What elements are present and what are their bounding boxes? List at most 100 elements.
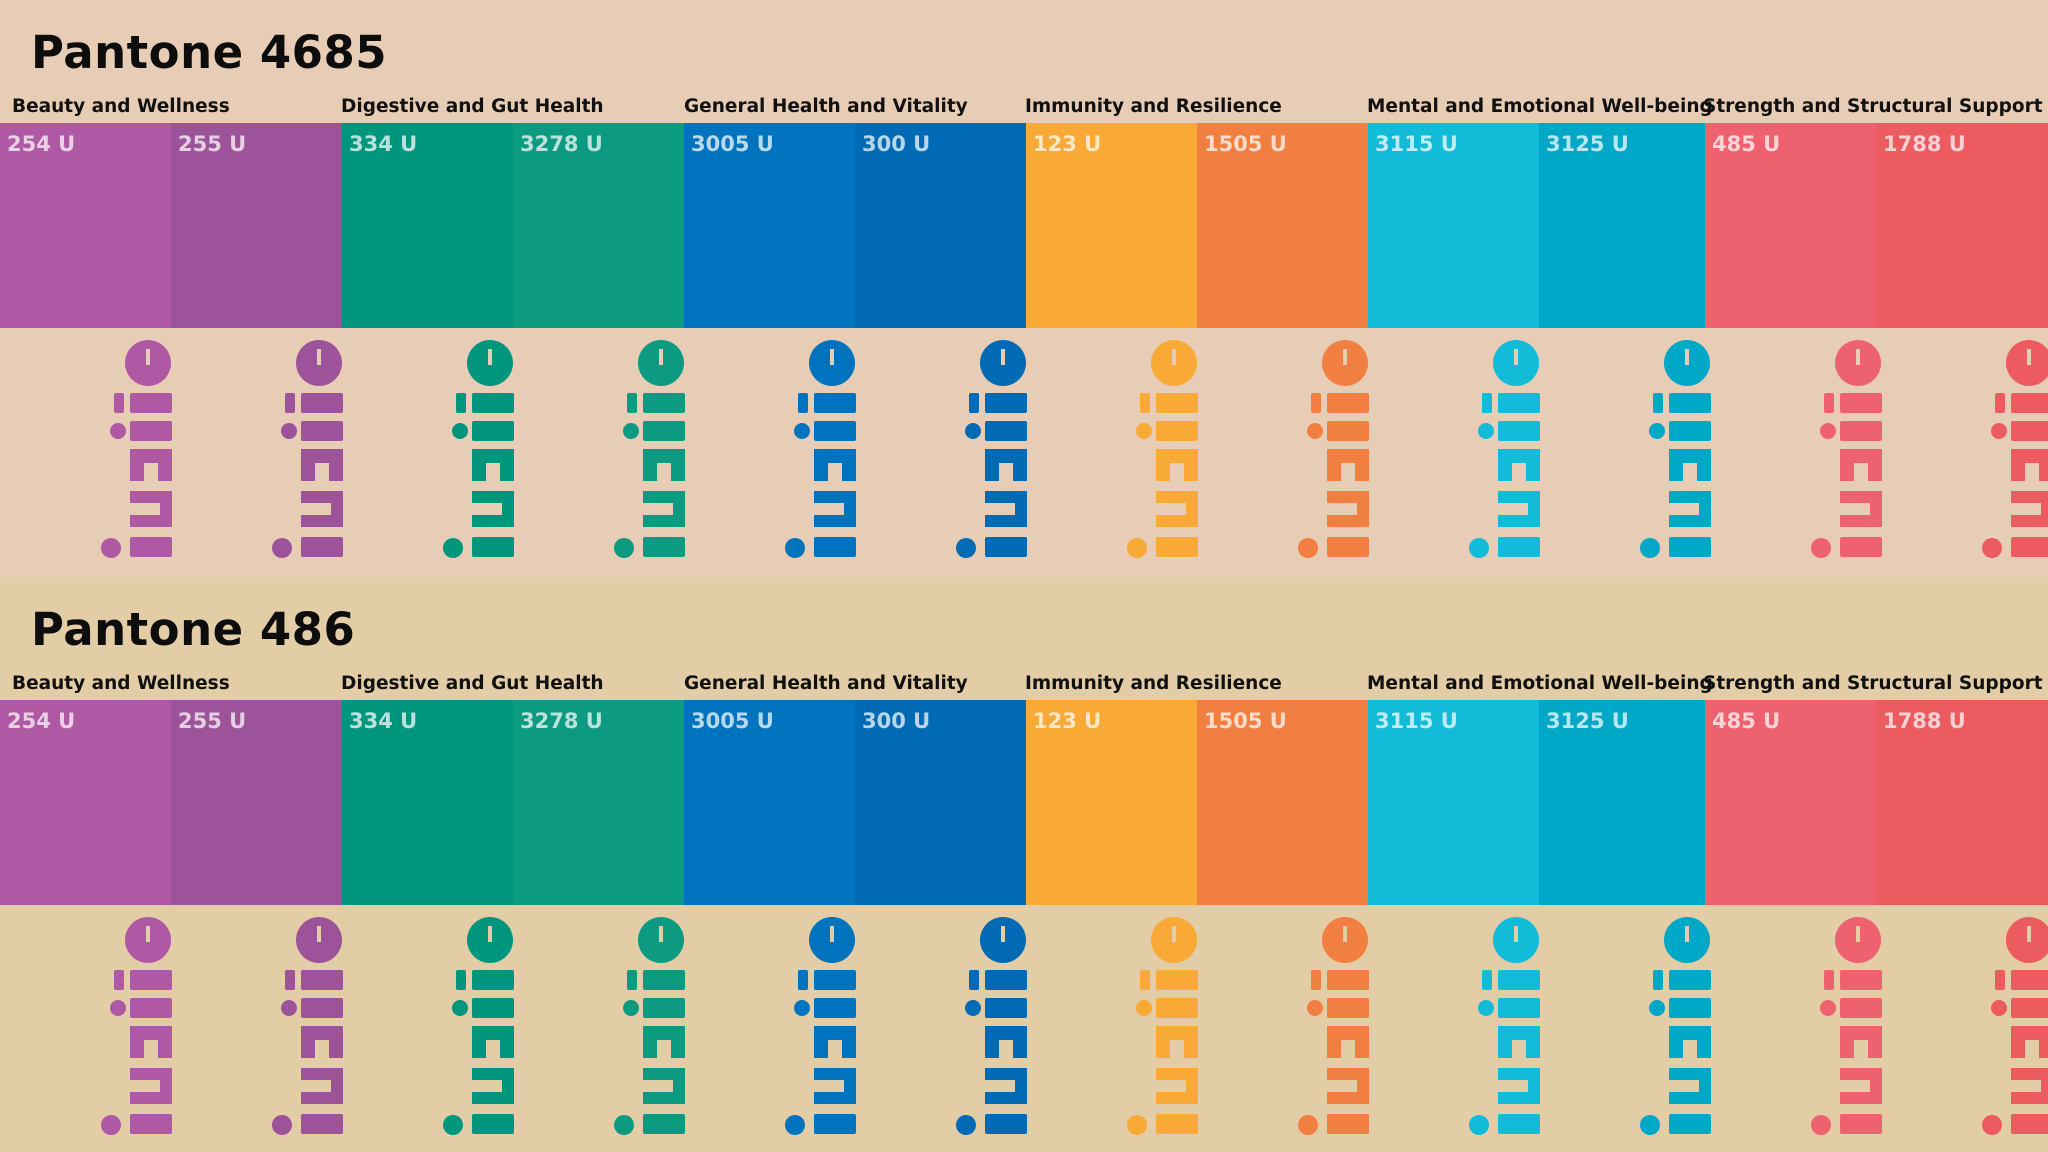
logo-letter-i-dot [101, 538, 121, 558]
logo-letter-e-counter [2027, 349, 2031, 365]
incite-wordmark-logo [614, 917, 685, 1135]
logo-letter-e-counter [1514, 349, 1518, 365]
logo-letter-t-bar [969, 970, 979, 990]
logo-letter-n [643, 491, 685, 527]
logo-letter-i2-stem [301, 998, 343, 1018]
logo-letter-t-bar [1995, 393, 2005, 413]
logo-letter-c [1498, 1026, 1540, 1058]
category-label: General Health and Vitality [684, 673, 968, 694]
logo-letter-e-counter [488, 349, 492, 365]
color-swatch: 485 U [1705, 700, 1876, 905]
logo-letter-t-stem [1327, 393, 1369, 413]
logo-letter-i-dot [1982, 1115, 2002, 1135]
logo-letter-i-stem [814, 1114, 856, 1134]
logo-letter-t-bar [627, 393, 637, 413]
category-label: Strength and Structural Support [1703, 96, 2043, 117]
logo-letter-i-dot [956, 1115, 976, 1135]
category-label: Mental and Emotional Well-being [1367, 673, 1713, 694]
logo-letter-i2-dot [281, 1000, 297, 1016]
logo-letter-e-counter [317, 926, 321, 942]
logo-letter-t-stem [2011, 393, 2048, 413]
logo-letter-i2-stem [1840, 421, 1882, 441]
pantone-code: 254 U [7, 132, 76, 156]
logo-letter-i-dot [956, 538, 976, 558]
logo-letter-e-counter [1856, 926, 1860, 942]
logo-letter-i2-stem [1840, 998, 1882, 1018]
incite-wordmark-logo [1811, 340, 1882, 558]
logo-letter-i2-stem [1156, 998, 1198, 1018]
logo-letter-i2-dot [1478, 1000, 1494, 1016]
logo-letter-c [1840, 1026, 1882, 1058]
logo-letter-t-bar [1140, 970, 1150, 990]
color-swatch: 1788 U [1876, 123, 2048, 328]
logo-letter-c [130, 449, 172, 481]
logo-letter-i-stem [1156, 537, 1198, 557]
incite-wordmark-logo [785, 340, 856, 558]
logo-letter-t-stem [1669, 970, 1711, 990]
logo-letter-i2-stem [1327, 998, 1369, 1018]
logo-letter-n [1327, 491, 1369, 527]
incite-wordmark-logo [1982, 917, 2048, 1135]
logo-letter-i2-dot [1991, 1000, 2007, 1016]
logo-letter-t-stem [130, 393, 172, 413]
logo-letter-i-dot [1640, 1115, 1660, 1135]
logo-letter-e-counter [1001, 926, 1005, 942]
incite-wordmark-logo [1127, 917, 1198, 1135]
pantone-code: 254 U [7, 709, 76, 733]
logo-letter-c [1840, 449, 1882, 481]
incite-logo [1981, 917, 2048, 1136]
color-swatch: 334 U [342, 700, 513, 905]
pantone-code: 334 U [349, 132, 418, 156]
pantone-code: 3115 U [1375, 132, 1458, 156]
logo-letter-i-stem [130, 537, 172, 557]
logo-letter-e-counter [1001, 349, 1005, 365]
logo-letter-t-stem [985, 393, 1027, 413]
incite-logo [271, 340, 346, 559]
category-label: General Health and Vitality [684, 96, 968, 117]
logo-letter-i2-stem [1669, 421, 1711, 441]
logo-letter-n [1669, 491, 1711, 527]
pantone-code: 3278 U [520, 709, 603, 733]
color-groups: Beauty and Wellness 254 U 255 U Digestive a… [0, 577, 2048, 1152]
pantone-code: 334 U [349, 709, 418, 733]
incite-logo [100, 340, 175, 559]
logo-letter-e-counter [1856, 349, 1860, 365]
color-groups: Beauty and Wellness 254 U 255 U Digestive a… [0, 96, 2048, 559]
logo-letter-i-dot [1811, 538, 1831, 558]
logo-letter-c [1156, 449, 1198, 481]
logo-letter-c [1156, 1026, 1198, 1058]
color-swatch: 1505 U [1197, 700, 1368, 905]
logo-letter-i2-dot [110, 423, 126, 439]
logo-letter-n [1327, 1068, 1369, 1104]
logo-letter-e-counter [1514, 926, 1518, 942]
logo-letter-i-dot [614, 538, 634, 558]
logo-letter-i2-dot [1136, 1000, 1152, 1016]
logo-letter-i-stem [472, 1114, 514, 1134]
pantone-code: 1505 U [1204, 132, 1287, 156]
logo-letter-n [472, 491, 514, 527]
color-swatch: 3125 U [1539, 123, 1705, 328]
logo-letter-c [2011, 1026, 2048, 1058]
logo-letter-i2-dot [965, 423, 981, 439]
logo-letter-t-stem [643, 970, 685, 990]
logo-letter-t-bar [798, 393, 808, 413]
pantone-code: 123 U [1033, 709, 1102, 733]
logo-letter-i2-stem [472, 421, 514, 441]
category-label: Digestive and Gut Health [341, 673, 604, 694]
logo-letter-t-bar [1653, 393, 1663, 413]
category-label: Beauty and Wellness [12, 673, 230, 694]
incite-logo [442, 917, 517, 1136]
logo-letter-e-counter [1343, 926, 1347, 942]
logo-letter-i-stem [643, 537, 685, 557]
logo-letter-c [301, 1026, 343, 1058]
logo-letter-t-bar [1482, 393, 1492, 413]
logo-letter-i-dot [1469, 1115, 1489, 1135]
color-swatch: 1505 U [1197, 123, 1368, 328]
logo-letter-i2-dot [1307, 1000, 1323, 1016]
incite-logo [271, 917, 346, 1136]
color-swatch: 485 U [1705, 123, 1876, 328]
pantone-code: 1505 U [1204, 709, 1287, 733]
logo-letter-i2-dot [452, 423, 468, 439]
logo-letter-e-counter [146, 926, 150, 942]
incite-logo [1639, 340, 1714, 559]
